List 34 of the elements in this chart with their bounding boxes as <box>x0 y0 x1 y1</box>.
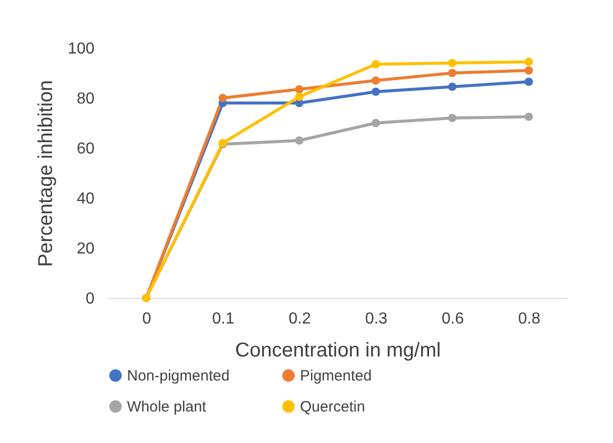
point <box>295 85 304 94</box>
x-tick-label: 0.1 <box>212 310 234 328</box>
point <box>372 76 380 85</box>
point <box>372 60 380 68</box>
point <box>448 58 456 68</box>
y-tick-label: 100 <box>68 40 95 58</box>
point <box>372 88 380 96</box>
legend-label: Whole plant <box>127 398 208 416</box>
legend-label: Pigmented <box>300 368 372 385</box>
y-tick-label: 0 <box>86 290 95 308</box>
x-axis-title: Concentration in mg/ml <box>235 340 441 362</box>
y-tick-label: 80 <box>76 90 95 108</box>
point <box>524 112 533 121</box>
point <box>448 68 456 78</box>
point <box>524 66 533 75</box>
point <box>295 136 304 145</box>
x-tick-label: 0.8 <box>518 310 540 328</box>
y-axis-title: Percentage inhibition <box>34 80 57 267</box>
point <box>218 94 227 102</box>
point <box>448 82 456 91</box>
point <box>372 118 380 128</box>
x-tick-label: 0.2 <box>288 310 311 328</box>
point <box>524 58 533 66</box>
x-tick-label: 0.6 <box>442 310 464 328</box>
legend-label: Non-pigmented <box>127 368 230 385</box>
legend-label: Quercetin <box>300 398 366 416</box>
point <box>524 78 533 86</box>
x-tick-label: 0 <box>142 310 152 328</box>
x-tick-label: 0.3 <box>365 310 388 328</box>
point <box>295 92 304 101</box>
point <box>448 114 456 122</box>
y-tick-label: 60 <box>76 140 95 158</box>
y-tick-label: 40 <box>76 190 95 208</box>
y-tick-label: 20 <box>76 240 95 258</box>
